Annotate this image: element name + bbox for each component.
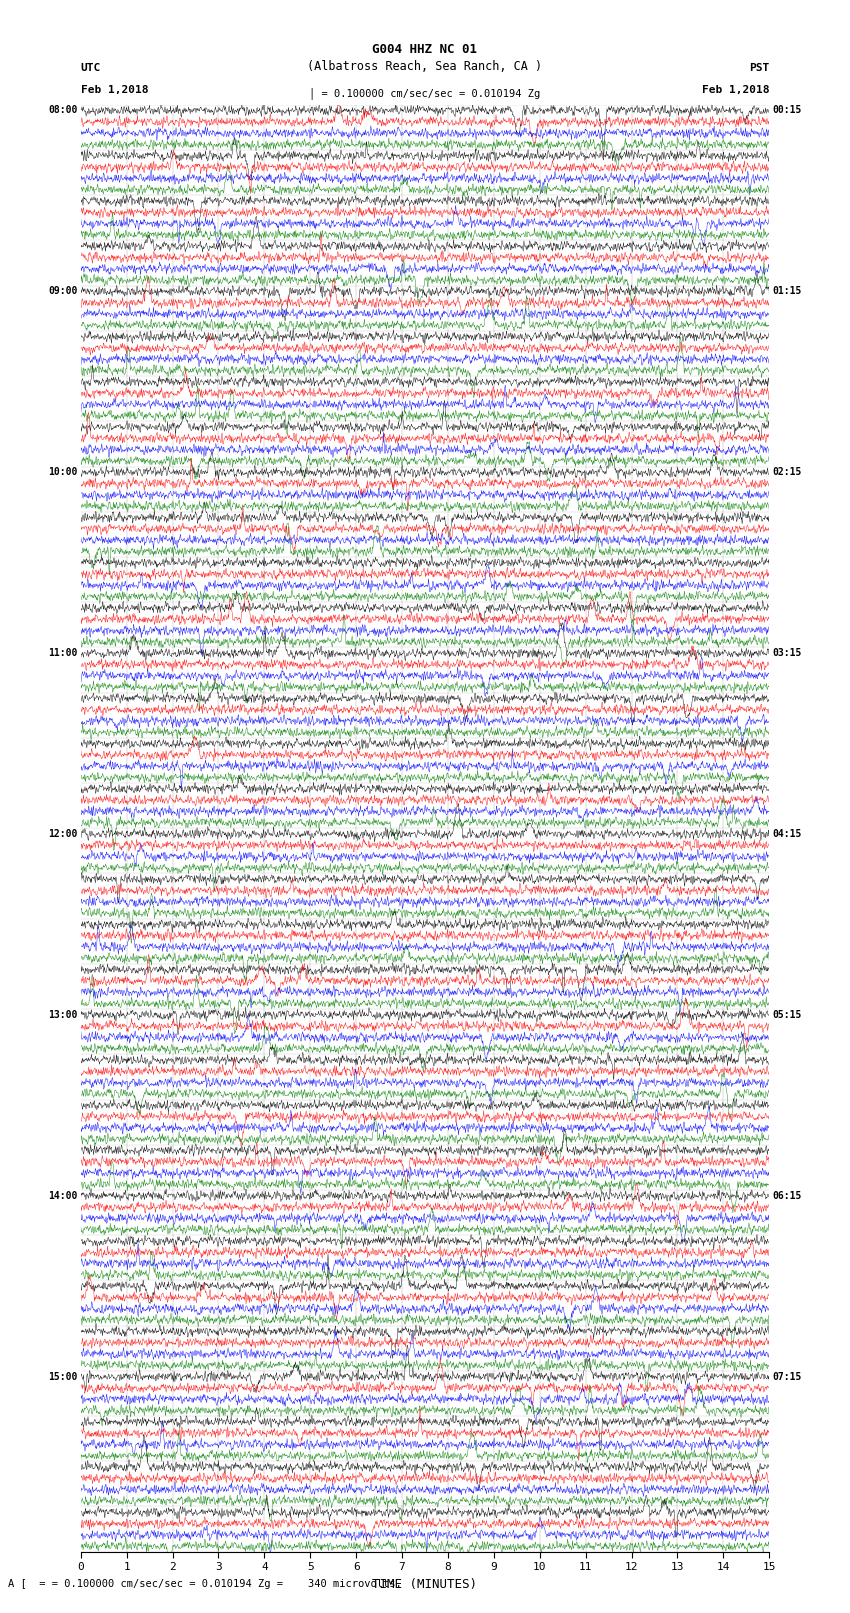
Text: 14:00: 14:00 [48,1190,77,1200]
Text: │ = 0.100000 cm/sec/sec = 0.010194 Zg: │ = 0.100000 cm/sec/sec = 0.010194 Zg [309,87,541,98]
Text: 12:00: 12:00 [48,829,77,839]
Text: 02:15: 02:15 [773,468,802,477]
Text: 08:00: 08:00 [48,105,77,116]
Text: 07:15: 07:15 [773,1371,802,1381]
Text: Feb 1,2018: Feb 1,2018 [81,85,148,95]
Text: (Albatross Reach, Sea Ranch, CA ): (Albatross Reach, Sea Ranch, CA ) [308,60,542,73]
Text: 11:00: 11:00 [48,648,77,658]
Text: A [  = = 0.100000 cm/sec/sec = 0.010194 Zg =    340 microvolts.: A [ = = 0.100000 cm/sec/sec = 0.010194 Z… [8,1579,402,1589]
Text: 05:15: 05:15 [773,1010,802,1019]
Text: 15:00: 15:00 [48,1371,77,1381]
Text: Feb 1,2018: Feb 1,2018 [702,85,769,95]
Text: 10:00: 10:00 [48,468,77,477]
Text: UTC: UTC [81,63,101,73]
Text: G004 HHZ NC 01: G004 HHZ NC 01 [372,44,478,56]
X-axis label: TIME (MINUTES): TIME (MINUTES) [372,1578,478,1590]
Text: 06:15: 06:15 [773,1190,802,1200]
Text: 00:15: 00:15 [773,105,802,116]
Text: 13:00: 13:00 [48,1010,77,1019]
Text: 09:00: 09:00 [48,287,77,297]
Text: 04:15: 04:15 [773,829,802,839]
Text: 03:15: 03:15 [773,648,802,658]
Text: 01:15: 01:15 [773,287,802,297]
Text: PST: PST [749,63,769,73]
